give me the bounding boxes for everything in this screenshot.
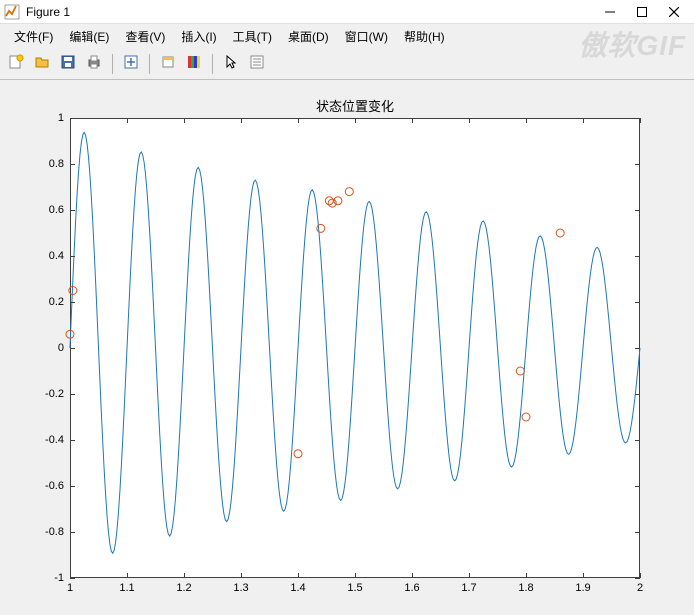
xtick-label: 2	[625, 582, 655, 594]
colorbar-button[interactable]	[182, 52, 206, 76]
scatter-marker	[345, 188, 353, 196]
chart-title: 状态位置变化	[70, 96, 640, 115]
scatter-marker	[317, 224, 325, 232]
print-icon	[86, 54, 102, 73]
xtick-label: 1.7	[454, 582, 484, 594]
window-title: Figure 1	[26, 5, 594, 19]
rotate-button[interactable]	[156, 52, 180, 76]
xtick-label: 1.5	[340, 582, 370, 594]
line-series	[70, 132, 640, 553]
axes: 状态位置变化 -1-0.8-0.6-0.4-0.200.20.40.60.811…	[70, 118, 640, 578]
new-figure-button[interactable]	[4, 52, 28, 76]
ytick-label: 0.2	[24, 296, 64, 308]
save-button[interactable]	[56, 52, 80, 76]
toolbar-separator	[212, 54, 213, 74]
xtick-label: 1.8	[511, 582, 541, 594]
scatter-marker	[294, 450, 302, 458]
ytick-label: -0.6	[24, 480, 64, 492]
menu-item-2[interactable]: 查看(V)	[117, 26, 173, 47]
colorbar-icon	[186, 54, 202, 73]
new-figure-icon	[8, 54, 24, 73]
close-button[interactable]	[658, 1, 690, 23]
xtick-label: 1.6	[397, 582, 427, 594]
ytick-label: 0.4	[24, 250, 64, 262]
xtick-label: 1.9	[568, 582, 598, 594]
ytick-label: 1	[24, 112, 64, 124]
menu-item-5[interactable]: 桌面(D)	[280, 26, 337, 47]
scatter-marker	[522, 413, 530, 421]
xtick-label: 1.4	[283, 582, 313, 594]
xtick-label: 1.2	[169, 582, 199, 594]
maximize-button[interactable]	[626, 1, 658, 23]
rotate-icon	[160, 54, 176, 73]
xtick-label: 1.3	[226, 582, 256, 594]
save-icon	[60, 54, 76, 73]
open-button[interactable]	[30, 52, 54, 76]
inspector-icon	[249, 54, 265, 73]
figure-canvas: 状态位置变化 -1-0.8-0.6-0.4-0.200.20.40.60.811…	[0, 80, 694, 615]
print-button[interactable]	[82, 52, 106, 76]
menubar: 文件(F)编辑(E)查看(V)插入(I)工具(T)桌面(D)窗口(W)帮助(H)	[0, 24, 694, 48]
toolbar-separator	[149, 54, 150, 74]
toolbar	[0, 48, 694, 80]
pointer-icon	[223, 54, 239, 73]
ytick-label: -0.2	[24, 388, 64, 400]
matlab-figure-icon	[4, 4, 20, 20]
ytick-label: 0.6	[24, 204, 64, 216]
ytick-label: -0.4	[24, 434, 64, 446]
menu-item-3[interactable]: 插入(I)	[173, 26, 224, 47]
ytick-label: 0.8	[24, 158, 64, 170]
toolbar-separator	[112, 54, 113, 74]
pointer-button[interactable]	[219, 52, 243, 76]
menu-item-6[interactable]: 窗口(W)	[337, 26, 396, 47]
titlebar: Figure 1	[0, 0, 694, 24]
menu-item-4[interactable]: 工具(T)	[225, 26, 280, 47]
xtick-label: 1.1	[112, 582, 142, 594]
link-icon	[123, 54, 139, 73]
menu-item-1[interactable]: 编辑(E)	[61, 26, 117, 47]
scatter-marker	[556, 229, 564, 237]
scatter-marker	[516, 367, 524, 375]
xtick-label: 1	[55, 582, 85, 594]
inspector-button[interactable]	[245, 52, 269, 76]
minimize-button[interactable]	[594, 1, 626, 23]
plot-svg	[70, 118, 640, 578]
menu-item-0[interactable]: 文件(F)	[6, 26, 61, 47]
open-icon	[34, 54, 50, 73]
menu-item-7[interactable]: 帮助(H)	[396, 26, 453, 47]
link-button[interactable]	[119, 52, 143, 76]
ytick-label: -0.8	[24, 526, 64, 538]
ytick-label: 0	[24, 342, 64, 354]
